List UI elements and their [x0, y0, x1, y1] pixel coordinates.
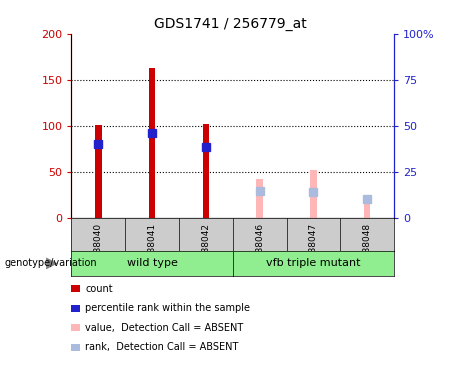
Bar	[364, 195, 371, 217]
Bar	[310, 170, 317, 217]
Text: percentile rank within the sample: percentile rank within the sample	[85, 303, 250, 313]
Bar	[149, 68, 155, 218]
Bar	[95, 125, 101, 217]
Text: GSM88042: GSM88042	[201, 223, 210, 272]
Text: GSM88047: GSM88047	[309, 223, 318, 272]
Text: GSM88046: GSM88046	[255, 223, 264, 272]
Text: GSM88040: GSM88040	[94, 223, 103, 272]
Text: genotype/variation: genotype/variation	[5, 258, 97, 268]
Bar	[203, 124, 209, 218]
Text: value,  Detection Call = ABSENT: value, Detection Call = ABSENT	[85, 323, 243, 333]
Text: rank,  Detection Call = ABSENT: rank, Detection Call = ABSENT	[85, 342, 239, 352]
Text: count: count	[85, 284, 113, 294]
Text: GDS1741 / 256779_at: GDS1741 / 256779_at	[154, 17, 307, 31]
Text: GSM88041: GSM88041	[148, 223, 157, 272]
Polygon shape	[46, 258, 58, 269]
Text: GSM88048: GSM88048	[363, 223, 372, 272]
Text: vfb triple mutant: vfb triple mutant	[266, 258, 361, 268]
Text: wild type: wild type	[127, 258, 177, 268]
Bar	[256, 179, 263, 218]
